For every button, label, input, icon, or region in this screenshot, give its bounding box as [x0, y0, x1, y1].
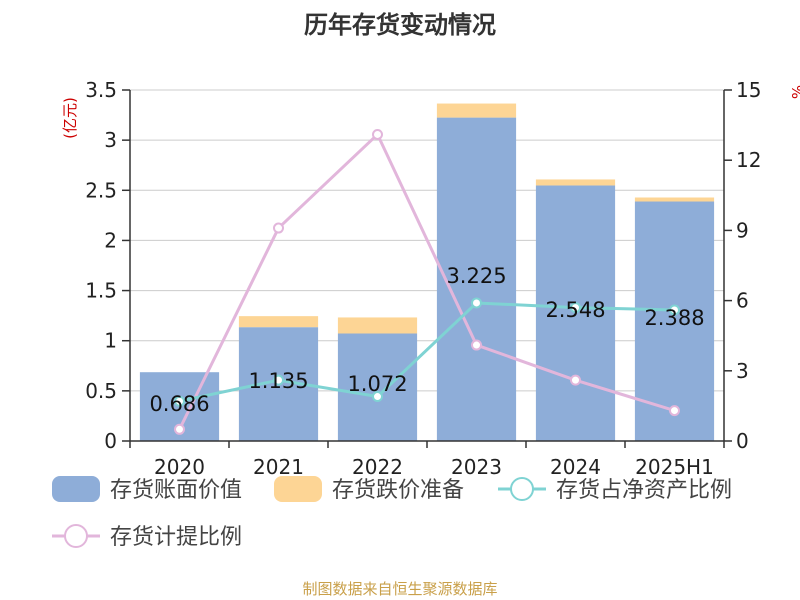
- right-tick-label: 9: [736, 218, 749, 242]
- left-tick-label: 1: [104, 329, 117, 353]
- left-tick-label: 1.5: [85, 279, 117, 303]
- x-tick-label: 2023: [451, 455, 502, 479]
- bar-inventory-impairment: [337, 317, 418, 334]
- grid-lines: [130, 89, 724, 392]
- x-tick-label: 2024: [550, 455, 601, 479]
- right-tick-label: 3: [736, 359, 749, 383]
- legend-label: 存货占净资产比例: [556, 478, 732, 503]
- footer-source: 制图数据来自恒生聚源数据库: [302, 580, 497, 598]
- legend-label: 存货计提比例: [110, 525, 242, 550]
- point-inventory-to-net-assets: [669, 304, 680, 316]
- line-series: [174, 128, 680, 435]
- point-inventory-to-net-assets: [174, 395, 185, 407]
- left-tick-label: 0.5: [85, 379, 117, 403]
- bar-inventory-book-value: [337, 333, 418, 441]
- left-tick-label: 3: [104, 128, 117, 152]
- legend-swatch: [274, 476, 322, 502]
- bar-inventory-book-value: [535, 185, 616, 441]
- bar-inventory-impairment: [238, 316, 319, 328]
- legend-marker: [64, 524, 88, 548]
- axes: 0 0.5 1 1.5 2 2.5 3 3.5 0 3 6 9 12 15% 2020 2021 2022 202…: [85, 78, 800, 479]
- left-tick-label: 2.5: [85, 178, 117, 202]
- point-inventory-to-net-assets: [273, 374, 284, 386]
- x-tick-label: 2025H1: [635, 455, 714, 479]
- point-provision-ratio: [570, 374, 581, 386]
- legend-marker: [510, 477, 534, 501]
- right-tick-label: 12: [736, 148, 761, 172]
- right-tick-label: 15: [736, 78, 761, 102]
- point-provision-ratio: [372, 128, 383, 140]
- data-label: 3.225: [446, 264, 506, 288]
- point-provision-ratio: [273, 222, 284, 234]
- line-inventory-to-net-assets: [179, 301, 675, 403]
- data-label: 1.135: [248, 369, 308, 393]
- point-inventory-to-net-assets: [471, 297, 482, 309]
- left-axis-unit: (亿元): [61, 97, 79, 139]
- legend-label: 存货跌价准备: [332, 478, 464, 503]
- legend-label: 存货账面价值: [110, 478, 242, 503]
- left-tick-label: 3.5: [85, 78, 117, 102]
- right-tick-label: 6: [736, 289, 749, 313]
- x-tick-label: 2022: [352, 455, 403, 479]
- legend-swatch: [52, 476, 100, 502]
- left-tick-label: 0: [104, 429, 117, 453]
- right-tick-label: 0: [736, 429, 749, 453]
- left-tick-label: 2: [104, 228, 117, 252]
- chart-title: 历年存货变动情况: [304, 11, 496, 39]
- data-label: 2.548: [545, 298, 605, 322]
- x-tick-label: 2020: [154, 455, 205, 479]
- bar-inventory-book-value: [436, 117, 517, 441]
- point-provision-ratio: [471, 339, 482, 351]
- line-provision-ratio: [178, 132, 675, 430]
- right-axis-unit: %: [789, 85, 800, 99]
- point-provision-ratio: [669, 405, 680, 417]
- point-inventory-to-net-assets: [372, 391, 383, 403]
- data-label: 0.686: [149, 392, 209, 416]
- bar-inventory-impairment: [535, 179, 616, 186]
- x-tick-label: 2021: [253, 455, 304, 479]
- data-labels: 0.686 1.135 1.072 3.225 2.548 2.388: [149, 264, 704, 416]
- bar-inventory-impairment: [436, 103, 517, 118]
- data-label: 1.072: [347, 372, 407, 396]
- point-inventory-to-net-assets: [570, 302, 581, 314]
- data-label: 2.388: [644, 306, 704, 330]
- bar-inventory-impairment: [634, 197, 715, 202]
- point-provision-ratio: [174, 423, 185, 435]
